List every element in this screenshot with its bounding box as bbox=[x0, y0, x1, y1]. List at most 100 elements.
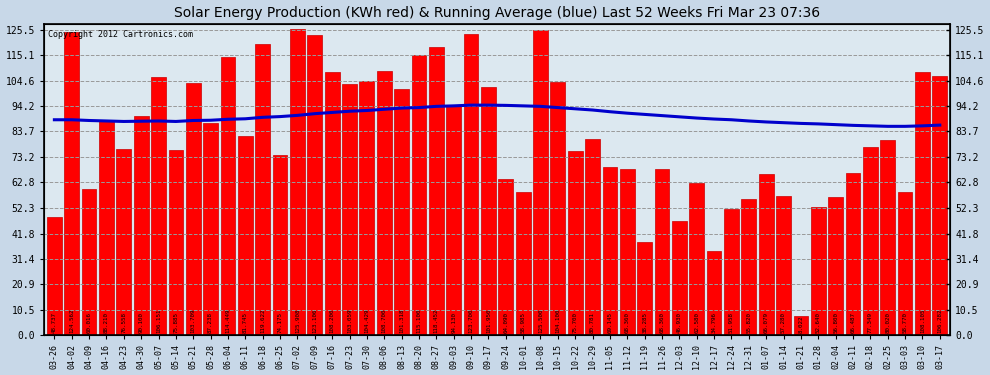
Bar bbox=[585, 139, 600, 335]
Bar bbox=[516, 192, 531, 335]
Text: 108.200: 108.200 bbox=[330, 309, 335, 333]
Text: 106.282: 106.282 bbox=[938, 309, 942, 333]
Bar bbox=[811, 207, 826, 335]
Bar bbox=[654, 169, 669, 335]
Bar bbox=[898, 192, 913, 335]
Bar bbox=[134, 116, 148, 335]
Text: 101.950: 101.950 bbox=[486, 309, 491, 333]
Text: 76.558: 76.558 bbox=[122, 312, 127, 333]
Text: 118.452: 118.452 bbox=[434, 309, 439, 333]
Text: 104.100: 104.100 bbox=[555, 309, 560, 333]
Text: 68.360: 68.360 bbox=[625, 312, 630, 333]
Bar bbox=[498, 179, 513, 335]
Text: 58.985: 58.985 bbox=[521, 312, 526, 333]
Bar bbox=[394, 88, 409, 335]
Bar bbox=[325, 72, 340, 335]
Text: 125.500: 125.500 bbox=[538, 309, 543, 333]
Text: 87.238: 87.238 bbox=[208, 312, 213, 333]
Text: 114.449: 114.449 bbox=[226, 309, 231, 333]
Bar bbox=[533, 30, 547, 335]
Bar bbox=[168, 150, 183, 335]
Bar bbox=[446, 106, 461, 335]
Bar bbox=[64, 32, 79, 335]
Bar bbox=[880, 140, 895, 335]
Bar bbox=[463, 34, 478, 335]
Text: 62.580: 62.580 bbox=[694, 312, 699, 333]
Text: 108.700: 108.700 bbox=[382, 309, 387, 333]
Text: 103.059: 103.059 bbox=[347, 309, 352, 333]
Bar bbox=[481, 87, 496, 335]
Bar bbox=[377, 70, 392, 335]
Text: Copyright 2012 Cartronics.com: Copyright 2012 Cartronics.com bbox=[49, 30, 193, 39]
Text: 38.285: 38.285 bbox=[643, 312, 647, 333]
Bar bbox=[776, 196, 791, 335]
Text: 103.709: 103.709 bbox=[191, 309, 196, 333]
Text: 75.700: 75.700 bbox=[572, 312, 578, 333]
Bar bbox=[412, 55, 427, 335]
Bar bbox=[238, 136, 252, 335]
Text: 34.796: 34.796 bbox=[712, 312, 717, 333]
Text: 101.318: 101.318 bbox=[399, 309, 404, 333]
Bar bbox=[620, 169, 635, 335]
Bar bbox=[47, 217, 61, 335]
Text: 115.100: 115.100 bbox=[417, 309, 422, 333]
Bar bbox=[429, 47, 444, 335]
Bar bbox=[638, 242, 652, 335]
Text: 8.022: 8.022 bbox=[798, 315, 804, 333]
Bar bbox=[308, 35, 322, 335]
Text: 106.151: 106.151 bbox=[156, 309, 161, 333]
Text: 104.429: 104.429 bbox=[364, 309, 369, 333]
Bar bbox=[151, 77, 166, 335]
Text: 75.885: 75.885 bbox=[173, 312, 178, 333]
Text: 124.562: 124.562 bbox=[69, 309, 74, 333]
Text: 123.106: 123.106 bbox=[312, 309, 317, 333]
Text: 119.622: 119.622 bbox=[260, 309, 265, 333]
Text: 88.210: 88.210 bbox=[104, 312, 109, 333]
Bar bbox=[550, 82, 565, 335]
Bar bbox=[221, 57, 236, 335]
Bar bbox=[742, 200, 756, 335]
Bar bbox=[82, 189, 96, 335]
Bar bbox=[707, 251, 722, 335]
Bar bbox=[255, 44, 270, 335]
Bar bbox=[203, 123, 218, 335]
Bar bbox=[863, 147, 878, 335]
Text: 57.280: 57.280 bbox=[781, 312, 786, 333]
Text: 52.640: 52.640 bbox=[816, 312, 821, 333]
Bar bbox=[343, 84, 356, 335]
Bar bbox=[933, 76, 947, 335]
Bar bbox=[290, 28, 305, 335]
Text: 69.145: 69.145 bbox=[608, 312, 613, 333]
Bar bbox=[724, 209, 739, 335]
Bar bbox=[186, 83, 201, 335]
Text: 68.360: 68.360 bbox=[659, 312, 664, 333]
Bar bbox=[272, 154, 287, 335]
Text: 77.349: 77.349 bbox=[868, 312, 873, 333]
Bar bbox=[829, 197, 843, 335]
Text: 66.487: 66.487 bbox=[850, 312, 855, 333]
Text: 80.020: 80.020 bbox=[885, 312, 890, 333]
Bar bbox=[672, 221, 687, 335]
Text: 123.700: 123.700 bbox=[468, 309, 473, 333]
Text: 55.820: 55.820 bbox=[746, 312, 751, 333]
Text: 56.800: 56.800 bbox=[834, 312, 839, 333]
Bar bbox=[689, 183, 704, 335]
Text: 64.090: 64.090 bbox=[503, 312, 508, 333]
Bar bbox=[758, 174, 773, 335]
Text: 66.079: 66.079 bbox=[763, 312, 768, 333]
Text: 94.130: 94.130 bbox=[451, 312, 456, 333]
Text: 58.770: 58.770 bbox=[903, 312, 908, 333]
Bar bbox=[117, 149, 132, 335]
Bar bbox=[359, 81, 374, 335]
Bar bbox=[603, 167, 618, 335]
Text: 74.175: 74.175 bbox=[277, 312, 282, 333]
Text: 81.745: 81.745 bbox=[243, 312, 248, 333]
Text: 46.930: 46.930 bbox=[677, 312, 682, 333]
Text: 51.958: 51.958 bbox=[729, 312, 734, 333]
Bar bbox=[845, 173, 860, 335]
Text: 80.781: 80.781 bbox=[590, 312, 595, 333]
Bar bbox=[794, 316, 808, 335]
Bar bbox=[915, 72, 930, 335]
Bar bbox=[568, 151, 582, 335]
Text: 108.105: 108.105 bbox=[920, 309, 925, 333]
